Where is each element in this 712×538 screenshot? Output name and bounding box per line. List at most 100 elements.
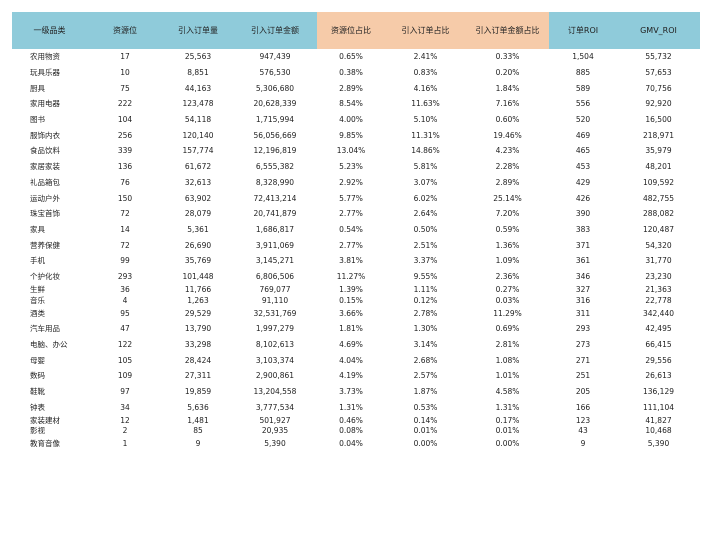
table-row: 母婴 105 28,424 3,103,374 4.04% 2.68% 1.08% 271 29… <box>12 352 700 368</box>
table-row: 厨具 75 44,163 5,306,680 2.89% 4.16% 1.84% 589 70,… <box>12 80 700 96</box>
cell-slot-share: 3.66% <box>339 308 363 318</box>
cell-order-share: 2.41% <box>413 52 438 62</box>
cell-category: 教育音像 <box>30 439 60 449</box>
cell-order-roi: 273 <box>575 340 591 350</box>
cell-order-amount: 3,777,534 <box>255 402 295 412</box>
header-category: 一级品类 <box>12 12 87 49</box>
cell-category: 营养保健 <box>30 240 60 250</box>
cell-order-roi: 43 <box>578 426 588 436</box>
table-row: 礼品箱包 76 32,613 8,328,990 2.92% 3.07% 2.89% 429 1… <box>12 175 700 191</box>
cell-amount-share: 11.29% <box>493 308 522 318</box>
cell-slot-share: 4.19% <box>339 371 363 381</box>
table-row: 食品饮料 339 157,774 12,196,819 13.04% 14.86% 4.23… <box>12 143 700 159</box>
cell-slots: 104 <box>117 115 133 125</box>
cell-order-roi: 453 <box>575 162 591 172</box>
cell-order-roi: 205 <box>575 387 591 397</box>
cell-order-share: 3.14% <box>413 340 438 350</box>
table-row: 农用物资 17 25,563 947,439 0.65% 2.41% 0.33% 1,504 5… <box>12 49 700 65</box>
cell-order-share: 11.63% <box>411 99 440 109</box>
cell-gmv-roi: 288,082 <box>642 209 674 219</box>
cell-order-roi: 371 <box>575 240 591 250</box>
cell-amount-share: 1.84% <box>495 83 520 93</box>
cell-order-share: 4.16% <box>413 83 438 93</box>
cell-slots: 339 <box>117 146 133 156</box>
cell-order-share: 0.01% <box>413 426 438 436</box>
cell-order-amount: 8,102,613 <box>255 340 295 350</box>
cell-gmv-roi: 41,827 <box>645 415 672 425</box>
header-orders: 引入订单量 <box>163 12 233 49</box>
cell-orders: 29,529 <box>184 308 212 318</box>
cell-slot-share: 0.54% <box>339 224 363 234</box>
cell-gmv-roi: 92,920 <box>645 99 672 109</box>
cell-amount-share: 1.09% <box>495 256 520 266</box>
cell-order-roi: 390 <box>575 209 591 219</box>
cell-slots: 136 <box>117 162 133 172</box>
cell-amount-share: 1.08% <box>495 355 520 365</box>
cell-gmv-roi: 342,440 <box>642 308 674 318</box>
cell-gmv-roi: 26,613 <box>645 371 672 381</box>
cell-order-roi: 429 <box>575 177 591 187</box>
cell-slots: 72 <box>120 209 130 219</box>
cell-amount-share: 0.33% <box>495 52 520 62</box>
cell-order-share: 3.37% <box>413 256 438 266</box>
cell-order-amount: 769,077 <box>259 285 291 295</box>
cell-order-share: 0.12% <box>413 295 438 305</box>
cell-gmv-roi: 120,487 <box>642 224 674 234</box>
cell-order-share: 11.31% <box>411 130 440 140</box>
table-row: 电脑、办公 122 33,298 8,102,613 4.69% 3.14% 2.81% 27… <box>12 337 700 353</box>
cell-order-share: 14.86% <box>411 146 440 156</box>
cell-order-amount: 2,900,861 <box>255 371 295 381</box>
cell-amount-share: 0.59% <box>495 224 520 234</box>
cell-orders: 63,902 <box>184 193 212 203</box>
cell-slot-share: 1.31% <box>339 402 363 412</box>
table-row: 家具 14 5,361 1,686,817 0.54% 0.50% 0.59% 383 120,… <box>12 222 700 238</box>
cell-orders: 9 <box>195 439 201 449</box>
cell-orders: 54,118 <box>184 115 212 125</box>
cell-order-share: 0.00% <box>413 439 438 449</box>
cell-order-amount: 576,530 <box>259 68 291 78</box>
cell-amount-share: 0.69% <box>495 324 520 334</box>
header-order-share: 引入订单占比 <box>385 12 466 49</box>
cell-order-roi: 9 <box>580 439 586 449</box>
cell-order-amount: 3,103,374 <box>255 355 295 365</box>
cell-category: 食品饮料 <box>30 146 60 156</box>
cell-slot-share: 2.92% <box>339 177 363 187</box>
cell-category: 家装建材 <box>30 415 60 425</box>
cell-orders: 19,859 <box>184 387 212 397</box>
cell-slots: 150 <box>117 193 133 203</box>
cell-gmv-roi: 482,755 <box>642 193 674 203</box>
table-row: 运动户外 150 63,902 72,413,214 5.77% 6.02% 25.14% 4… <box>12 190 700 206</box>
cell-order-amount: 5,306,680 <box>255 83 295 93</box>
cell-slot-share: 0.46% <box>339 415 363 425</box>
table-row: 数码 109 27,311 2,900,861 4.19% 2.57% 1.01% 251 26… <box>12 368 700 384</box>
cell-order-amount: 1,715,994 <box>255 115 295 125</box>
cell-amount-share: 1.31% <box>495 402 520 412</box>
cell-gmv-roi: 22,778 <box>645 295 672 305</box>
cell-gmv-roi: 23,230 <box>645 271 672 281</box>
cell-order-amount: 91,110 <box>261 295 289 305</box>
cell-orders: 5,361 <box>187 224 209 234</box>
cell-gmv-roi: 16,500 <box>645 115 672 125</box>
cell-order-share: 1.87% <box>413 387 438 397</box>
cell-order-share: 5.10% <box>413 115 438 125</box>
cell-gmv-roi: 70,756 <box>645 83 672 93</box>
cell-gmv-roi: 55,732 <box>645 52 672 62</box>
cell-slots: 222 <box>117 99 133 109</box>
cell-order-share: 9.55% <box>413 271 438 281</box>
cell-gmv-roi: 5,390 <box>647 439 670 449</box>
cell-orders: 28,424 <box>184 355 212 365</box>
table-row: 营养保健 72 26,690 3,911,069 2.77% 2.51% 1.36% 371 5… <box>12 237 700 253</box>
cell-category: 图书 <box>30 115 45 125</box>
cell-category: 数码 <box>30 371 45 381</box>
cell-gmv-roi: 109,592 <box>642 177 674 187</box>
cell-amount-share: 0.20% <box>495 68 520 78</box>
cell-order-share: 1.30% <box>413 324 438 334</box>
cell-slot-share: 0.38% <box>339 68 363 78</box>
header-amount-share: 引入订单金额占比 <box>466 12 549 49</box>
cell-amount-share: 7.20% <box>495 209 520 219</box>
cell-slot-share: 0.15% <box>339 295 363 305</box>
cell-order-amount: 8,328,990 <box>255 177 295 187</box>
cell-order-share: 2.78% <box>413 308 438 318</box>
cell-order-amount: 32,531,769 <box>253 308 297 318</box>
cell-amount-share: 2.89% <box>495 177 520 187</box>
